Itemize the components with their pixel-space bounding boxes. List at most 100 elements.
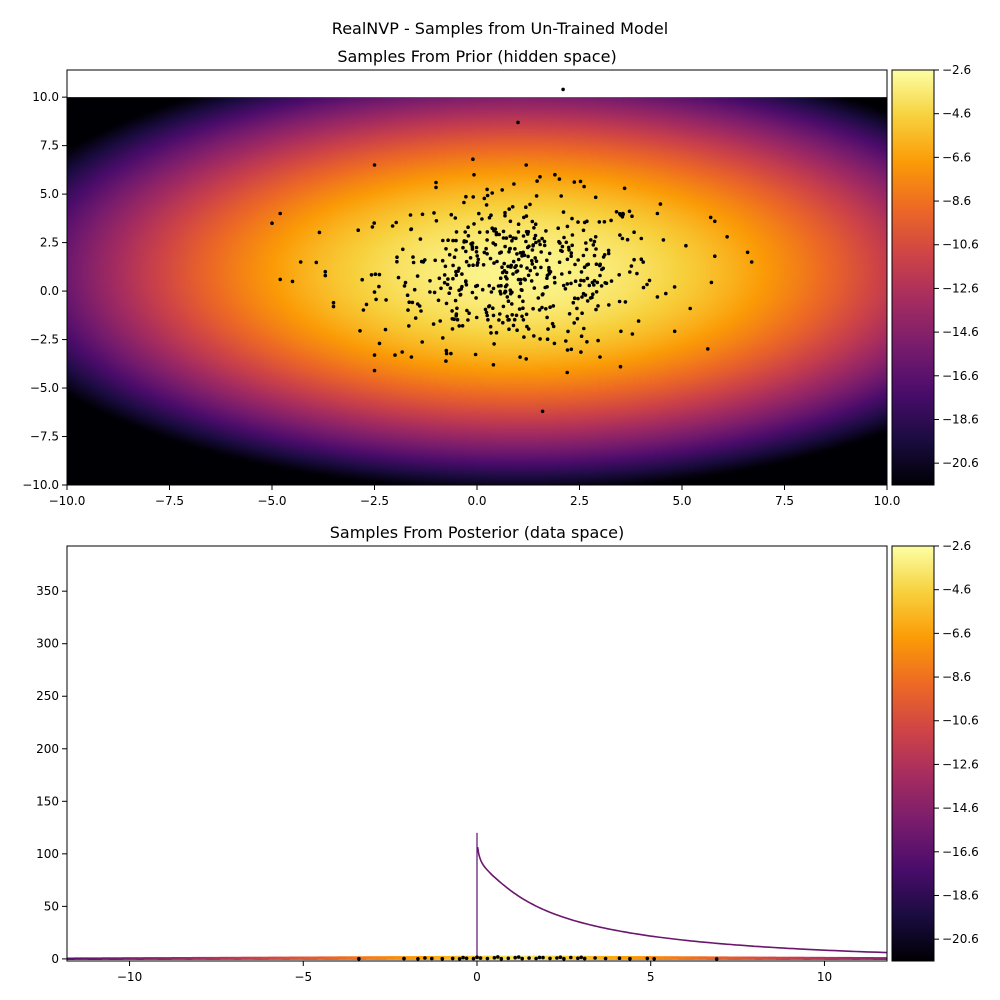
sample-point: [358, 329, 362, 333]
density-band-cell: [407, 956, 415, 960]
sample-point: [688, 306, 692, 311]
sample-point: [533, 233, 538, 238]
density-band-cell: [720, 956, 728, 960]
sample-point: [485, 193, 490, 198]
sample-point: [526, 254, 530, 259]
x-tick-label: 5: [647, 970, 655, 984]
sample-point: [593, 956, 597, 960]
sample-point: [597, 220, 602, 224]
sample-point: [444, 247, 448, 251]
sample-point: [450, 309, 454, 313]
sample-point: [563, 287, 568, 291]
density-band-cell: [345, 956, 353, 960]
sample-point: [599, 284, 604, 288]
prior-chart: Samples From Prior (hidden space) −10.0−…: [22, 47, 979, 508]
density-band-cell: [247, 956, 256, 960]
sample-point: [441, 336, 445, 340]
sample-point: [527, 244, 531, 249]
sample-point: [516, 955, 521, 959]
density-curve: [476, 847, 887, 954]
x-tick-label: −2.5: [360, 494, 389, 508]
sample-point: [498, 312, 502, 316]
sample-point: [492, 261, 496, 265]
sample-point: [418, 237, 423, 241]
sample-point: [531, 306, 535, 311]
colorbar-tick-label: −20.6: [942, 932, 979, 946]
density-band-cell: [219, 956, 228, 960]
sample-point: [553, 280, 557, 285]
sample-point: [630, 214, 634, 218]
sample-point: [499, 956, 504, 961]
density-band-cell: [303, 956, 311, 960]
sample-point: [607, 303, 611, 307]
sample-point: [491, 363, 496, 367]
sample-point: [474, 250, 479, 254]
sample-point: [467, 311, 471, 316]
colorbar-tick-label: −6.6: [942, 150, 971, 164]
sample-point: [466, 234, 471, 238]
density-band-cell: [282, 956, 290, 960]
density-band-cell: [386, 956, 395, 960]
sample-point: [655, 295, 660, 299]
sample-point: [411, 255, 415, 259]
density-band-cell: [866, 957, 874, 960]
sample-point: [601, 266, 605, 271]
sample-point: [550, 321, 555, 326]
sample-point: [432, 211, 436, 215]
density-band-cell: [435, 955, 443, 960]
sample-point: [360, 277, 365, 282]
sample-point: [539, 250, 543, 254]
sample-point: [449, 212, 454, 217]
sample-point: [372, 368, 377, 373]
sample-point: [452, 317, 456, 322]
sample-point: [444, 348, 449, 353]
sample-point: [541, 955, 545, 960]
sample-point: [533, 256, 537, 260]
prior-colorbar: −2.6 −4.6 −6.6 −8.6 −10.6 −12.6 −14.6 −16.6 −18.…: [891, 63, 979, 486]
sample-point: [672, 285, 677, 289]
sample-point: [526, 273, 531, 278]
sample-point: [538, 175, 542, 179]
sample-point: [454, 238, 458, 243]
sample-point: [524, 163, 528, 167]
sample-point: [498, 276, 503, 281]
sample-point: [405, 293, 410, 298]
sample-point: [411, 260, 416, 265]
sample-point: [453, 216, 458, 220]
y-tick-label: 0.0: [40, 284, 59, 298]
density-band-cell: [595, 955, 603, 960]
sample-point: [431, 322, 436, 326]
sample-point: [582, 220, 587, 225]
sample-point: [407, 324, 411, 328]
density-band-cell: [240, 956, 249, 960]
sample-point: [570, 243, 574, 248]
density-band-cell: [233, 956, 242, 960]
sample-point: [403, 280, 408, 285]
sample-point: [565, 224, 570, 229]
sample-point: [594, 290, 599, 294]
sample-point: [542, 239, 547, 244]
sample-point: [524, 229, 529, 234]
sample-point: [516, 230, 521, 234]
sample-point: [482, 250, 487, 255]
sample-point: [278, 211, 283, 216]
sample-point: [454, 273, 459, 278]
density-band-cell: [108, 957, 117, 960]
sample-point: [565, 348, 570, 352]
colorbar-tick-label: −10.6: [942, 714, 979, 728]
sample-point: [545, 285, 549, 289]
sample-point: [516, 257, 521, 262]
sample-point: [528, 268, 533, 273]
sample-point: [658, 202, 663, 206]
density-band-cell: [80, 957, 89, 960]
sample-point: [464, 279, 468, 283]
sample-point: [488, 256, 493, 261]
sample-point: [540, 236, 544, 241]
sample-point: [581, 253, 586, 258]
sample-point: [490, 226, 495, 230]
sample-point: [434, 180, 438, 185]
density-band-cell: [692, 956, 700, 960]
colorbar-tick-label: −2.6: [942, 539, 971, 553]
sample-point: [437, 276, 442, 281]
sample-point: [530, 258, 534, 263]
